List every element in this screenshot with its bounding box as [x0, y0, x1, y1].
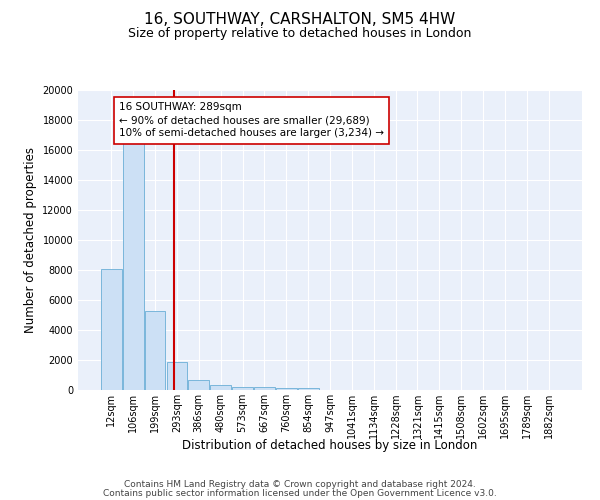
Bar	[123, 142, 143, 390]
Bar	[145, 310, 166, 390]
Bar	[232, 386, 253, 390]
Text: 16, SOUTHWAY, CARSHALTON, SM5 4HW: 16, SOUTHWAY, CARSHALTON, SM5 4HW	[145, 12, 455, 28]
Bar	[167, 362, 187, 390]
Bar	[188, 380, 209, 390]
Text: Contains public sector information licensed under the Open Government Licence v3: Contains public sector information licen…	[103, 488, 497, 498]
Bar	[101, 268, 122, 390]
Bar	[276, 388, 296, 390]
Bar	[210, 385, 231, 390]
Text: Distribution of detached houses by size in London: Distribution of detached houses by size …	[182, 440, 478, 452]
Y-axis label: Number of detached properties: Number of detached properties	[24, 147, 37, 333]
Bar	[254, 387, 275, 390]
Text: 16 SOUTHWAY: 289sqm
← 90% of detached houses are smaller (29,689)
10% of semi-de: 16 SOUTHWAY: 289sqm ← 90% of detached ho…	[119, 102, 384, 139]
Bar	[298, 388, 319, 390]
Text: Contains HM Land Registry data © Crown copyright and database right 2024.: Contains HM Land Registry data © Crown c…	[124, 480, 476, 489]
Text: Size of property relative to detached houses in London: Size of property relative to detached ho…	[128, 28, 472, 40]
